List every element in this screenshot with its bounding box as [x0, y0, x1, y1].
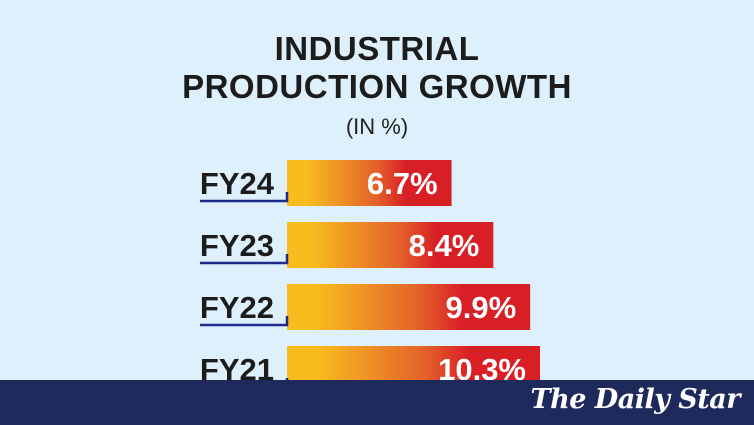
chart-title-line1: INDUSTRIAL: [274, 30, 480, 67]
bar-fy23: [287, 222, 494, 268]
category-underline-fy23: [200, 254, 289, 265]
category-underline-fy22: [200, 316, 289, 327]
chart-subtitle: (IN %): [345, 114, 409, 139]
bar-fy24: [287, 160, 452, 206]
chart-title-line2: PRODUCTION GROWTH: [182, 68, 572, 105]
category-label-fy22: FY22: [200, 290, 274, 325]
category-label-fy24: FY24: [200, 166, 275, 201]
value-label-fy22: 9.9%: [446, 290, 517, 325]
brand-logo: The Daily Star: [530, 384, 740, 415]
footer-bar: The Daily Star: [0, 380, 754, 425]
category-label-fy23: FY23: [200, 228, 274, 263]
category-underline-fy24: [200, 192, 289, 203]
value-label-fy24: 6.7%: [367, 166, 438, 201]
value-label-fy23: 8.4%: [409, 228, 480, 263]
bar-fy22: [287, 284, 531, 330]
